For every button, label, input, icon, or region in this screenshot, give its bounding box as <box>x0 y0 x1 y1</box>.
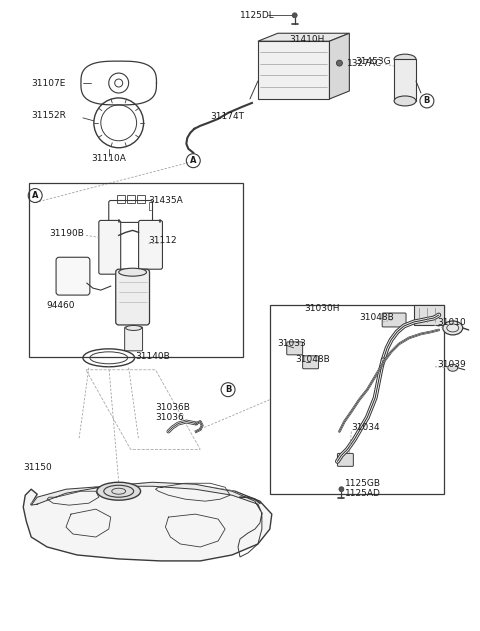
Text: 31140B: 31140B <box>136 352 170 362</box>
Polygon shape <box>329 33 349 99</box>
FancyBboxPatch shape <box>125 327 143 351</box>
Text: B: B <box>424 97 430 105</box>
Text: 31034: 31034 <box>351 423 380 432</box>
Text: 31030H: 31030H <box>305 304 340 312</box>
Text: 31039: 31039 <box>437 360 466 369</box>
Bar <box>394 59 416 101</box>
Text: 31048B: 31048B <box>360 314 394 322</box>
Ellipse shape <box>448 364 458 371</box>
Circle shape <box>339 487 344 492</box>
Text: 1125DL: 1125DL <box>240 11 275 20</box>
Polygon shape <box>414 305 444 325</box>
Text: A: A <box>32 191 38 200</box>
Text: 1125AD: 1125AD <box>346 489 381 498</box>
FancyBboxPatch shape <box>382 313 406 327</box>
Polygon shape <box>258 33 349 41</box>
Text: 31033: 31033 <box>278 339 307 348</box>
Text: 31010: 31010 <box>437 319 466 327</box>
Bar <box>29 182 243 357</box>
Text: B: B <box>225 385 231 394</box>
Circle shape <box>336 60 342 66</box>
Ellipse shape <box>394 96 416 106</box>
Bar <box>127 194 134 203</box>
Text: 31110A: 31110A <box>91 154 126 163</box>
FancyBboxPatch shape <box>99 220 120 274</box>
Bar <box>117 194 125 203</box>
Text: 31152R: 31152R <box>31 112 66 121</box>
Ellipse shape <box>97 482 141 500</box>
Text: 31150: 31150 <box>23 463 52 472</box>
Text: 31453G: 31453G <box>355 57 391 66</box>
Ellipse shape <box>394 54 416 64</box>
Text: 31190B: 31190B <box>49 229 84 238</box>
Text: A: A <box>190 156 196 165</box>
Text: 31410H: 31410H <box>290 35 325 44</box>
Ellipse shape <box>443 321 463 335</box>
Ellipse shape <box>119 268 146 276</box>
FancyBboxPatch shape <box>139 220 162 269</box>
Bar <box>258 41 329 99</box>
FancyBboxPatch shape <box>116 269 150 325</box>
Polygon shape <box>31 482 262 513</box>
FancyBboxPatch shape <box>56 257 90 295</box>
Text: 1125GB: 1125GB <box>346 479 382 488</box>
Text: 31174T: 31174T <box>210 112 244 121</box>
Text: 31435A: 31435A <box>148 196 183 205</box>
Text: 31112: 31112 <box>148 236 177 245</box>
Text: 31036: 31036 <box>156 413 184 422</box>
Ellipse shape <box>126 326 142 331</box>
FancyBboxPatch shape <box>337 454 353 466</box>
Circle shape <box>292 13 297 18</box>
Bar <box>270 305 444 494</box>
FancyBboxPatch shape <box>287 342 302 355</box>
Text: 94460: 94460 <box>46 300 74 310</box>
Text: 1327AC: 1327AC <box>348 59 383 68</box>
Text: 31036B: 31036B <box>156 403 191 412</box>
Text: 31107E: 31107E <box>31 78 66 88</box>
Bar <box>137 194 144 203</box>
Text: 31048B: 31048B <box>296 355 330 364</box>
Polygon shape <box>23 483 272 561</box>
FancyBboxPatch shape <box>302 356 319 369</box>
